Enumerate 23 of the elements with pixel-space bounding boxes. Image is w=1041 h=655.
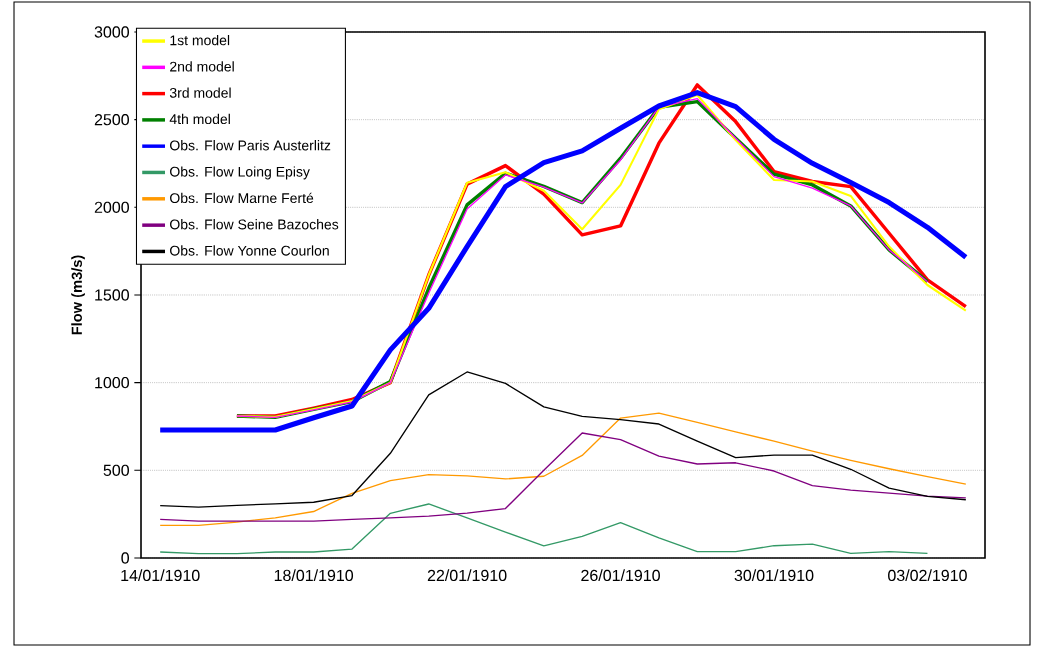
y-tick-label: 0: [121, 552, 130, 564]
legend-label: 4th model: [169, 113, 230, 125]
y-tick-label: 3000: [94, 26, 130, 38]
x-tick-label: 26/01/1910: [581, 569, 660, 582]
legend-label: Obs. Flow Paris Austerlitz: [170, 140, 331, 151]
legend-label: Obs. Flow Loing Episy: [170, 166, 310, 180]
legend-label: 2nd model: [170, 61, 234, 72]
x-tick-label: 18/01/1910: [274, 569, 354, 582]
y-tick-label: 2000: [94, 201, 130, 213]
y-tick-label: 1500: [95, 289, 130, 301]
legend-label: 3rd model: [169, 87, 231, 98]
legend-label: Obs. Flow Seine Bazoches: [170, 219, 339, 230]
x-tick-label: 30/01/1910: [734, 569, 814, 582]
x-tick-label: 03/02/1910: [888, 569, 967, 582]
legend-label: 1st model: [170, 34, 230, 46]
y-tick-label: 2500: [94, 114, 130, 126]
y-tick-label: 500: [103, 464, 130, 476]
y-axis-title: Flow (m3/s): [71, 255, 85, 335]
legend-label: Obs. Flow Yonne Courlon: [170, 245, 329, 256]
y-tick-label: 1000: [95, 376, 130, 389]
x-tick-label: 22/01/1910: [427, 569, 507, 582]
x-tick-label: 14/01/1910: [121, 569, 200, 582]
legend-label: Obs. Flow Marne Ferté: [170, 192, 314, 204]
